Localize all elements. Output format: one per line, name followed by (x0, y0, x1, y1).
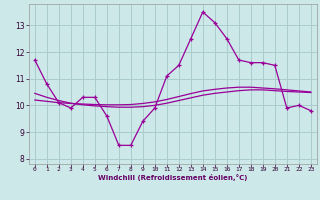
X-axis label: Windchill (Refroidissement éolien,°C): Windchill (Refroidissement éolien,°C) (98, 174, 247, 181)
